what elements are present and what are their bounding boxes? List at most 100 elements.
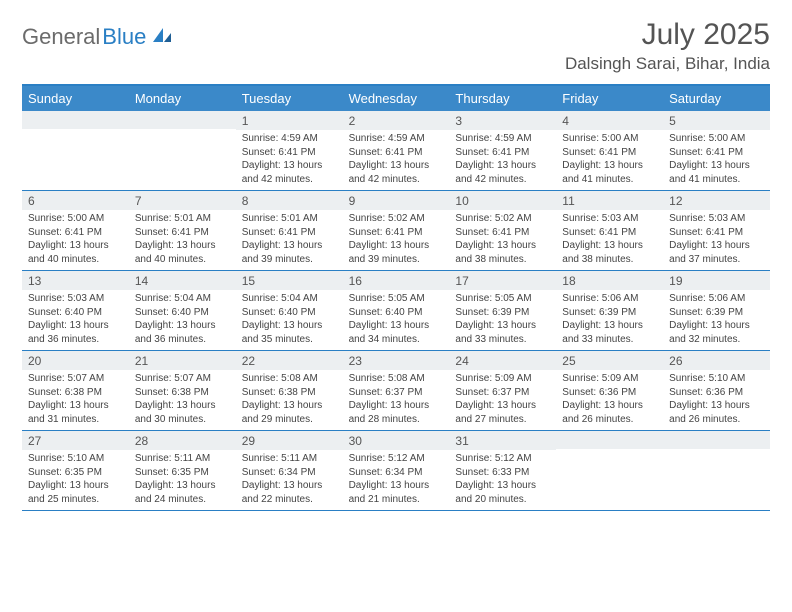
sunrise-text: Sunrise: 5:07 AM <box>28 372 123 386</box>
calendar-cell-empty <box>663 431 770 510</box>
cell-body: Sunrise: 5:04 AMSunset: 6:40 PMDaylight:… <box>129 290 236 350</box>
daylight-text: Daylight: 13 hours and 20 minutes. <box>455 479 550 506</box>
day-number: 18 <box>556 271 663 290</box>
cell-body: Sunrise: 5:12 AMSunset: 6:33 PMDaylight:… <box>449 450 556 510</box>
sunrise-text: Sunrise: 5:03 AM <box>562 212 657 226</box>
daylight-text: Daylight: 13 hours and 30 minutes. <box>135 399 230 426</box>
day-header-cell: Monday <box>129 86 236 111</box>
sunrise-text: Sunrise: 5:00 AM <box>562 132 657 146</box>
daylight-text: Daylight: 13 hours and 33 minutes. <box>455 319 550 346</box>
sunset-text: Sunset: 6:40 PM <box>349 306 444 320</box>
sunset-text: Sunset: 6:38 PM <box>135 386 230 400</box>
day-number: 27 <box>22 431 129 450</box>
calendar-cell: 25Sunrise: 5:09 AMSunset: 6:36 PMDayligh… <box>556 351 663 430</box>
sunset-text: Sunset: 6:36 PM <box>562 386 657 400</box>
sunrise-text: Sunrise: 5:08 AM <box>242 372 337 386</box>
day-number: 30 <box>343 431 450 450</box>
day-number: 4 <box>556 111 663 130</box>
daylight-text: Daylight: 13 hours and 26 minutes. <box>562 399 657 426</box>
cell-body: Sunrise: 4:59 AMSunset: 6:41 PMDaylight:… <box>449 130 556 190</box>
sunrise-text: Sunrise: 5:09 AM <box>562 372 657 386</box>
sunset-text: Sunset: 6:38 PM <box>28 386 123 400</box>
sunset-text: Sunset: 6:37 PM <box>349 386 444 400</box>
day-header-cell: Thursday <box>449 86 556 111</box>
day-header-cell: Sunday <box>22 86 129 111</box>
sunrise-text: Sunrise: 5:02 AM <box>455 212 550 226</box>
day-number: 9 <box>343 191 450 210</box>
daylight-text: Daylight: 13 hours and 25 minutes. <box>28 479 123 506</box>
sunset-text: Sunset: 6:34 PM <box>349 466 444 480</box>
calendar-cell-empty <box>22 111 129 190</box>
sunrise-text: Sunrise: 5:06 AM <box>669 292 764 306</box>
day-number: 28 <box>129 431 236 450</box>
sunrise-text: Sunrise: 5:12 AM <box>455 452 550 466</box>
sunrise-text: Sunrise: 4:59 AM <box>242 132 337 146</box>
day-number: 12 <box>663 191 770 210</box>
sunset-text: Sunset: 6:40 PM <box>242 306 337 320</box>
daylight-text: Daylight: 13 hours and 35 minutes. <box>242 319 337 346</box>
day-number <box>556 431 663 449</box>
day-number <box>129 111 236 129</box>
sunset-text: Sunset: 6:35 PM <box>28 466 123 480</box>
day-header-cell: Friday <box>556 86 663 111</box>
calendar-cell-empty <box>556 431 663 510</box>
logo: GeneralBlue <box>22 18 173 50</box>
day-number: 14 <box>129 271 236 290</box>
cell-body: Sunrise: 5:01 AMSunset: 6:41 PMDaylight:… <box>129 210 236 270</box>
sunrise-text: Sunrise: 5:10 AM <box>669 372 764 386</box>
calendar-cell: 1Sunrise: 4:59 AMSunset: 6:41 PMDaylight… <box>236 111 343 190</box>
sunset-text: Sunset: 6:41 PM <box>28 226 123 240</box>
daylight-text: Daylight: 13 hours and 36 minutes. <box>28 319 123 346</box>
calendar-cell: 17Sunrise: 5:05 AMSunset: 6:39 PMDayligh… <box>449 271 556 350</box>
sunrise-text: Sunrise: 5:10 AM <box>28 452 123 466</box>
cell-body: Sunrise: 5:08 AMSunset: 6:38 PMDaylight:… <box>236 370 343 430</box>
cell-body: Sunrise: 5:07 AMSunset: 6:38 PMDaylight:… <box>22 370 129 430</box>
day-number: 6 <box>22 191 129 210</box>
calendar-cell: 28Sunrise: 5:11 AMSunset: 6:35 PMDayligh… <box>129 431 236 510</box>
cell-body: Sunrise: 5:09 AMSunset: 6:37 PMDaylight:… <box>449 370 556 430</box>
month-title: July 2025 <box>565 18 770 52</box>
day-number: 24 <box>449 351 556 370</box>
cell-body: Sunrise: 5:07 AMSunset: 6:38 PMDaylight:… <box>129 370 236 430</box>
sunrise-text: Sunrise: 5:07 AM <box>135 372 230 386</box>
sunset-text: Sunset: 6:33 PM <box>455 466 550 480</box>
day-number <box>22 111 129 129</box>
calendar-cell: 23Sunrise: 5:08 AMSunset: 6:37 PMDayligh… <box>343 351 450 430</box>
daylight-text: Daylight: 13 hours and 32 minutes. <box>669 319 764 346</box>
sunset-text: Sunset: 6:36 PM <box>669 386 764 400</box>
logo-text-blue: Blue <box>102 24 146 50</box>
daylight-text: Daylight: 13 hours and 41 minutes. <box>562 159 657 186</box>
day-number: 21 <box>129 351 236 370</box>
cell-body: Sunrise: 5:06 AMSunset: 6:39 PMDaylight:… <box>663 290 770 350</box>
sunset-text: Sunset: 6:41 PM <box>242 146 337 160</box>
daylight-text: Daylight: 13 hours and 36 minutes. <box>135 319 230 346</box>
calendar-cell: 21Sunrise: 5:07 AMSunset: 6:38 PMDayligh… <box>129 351 236 430</box>
day-number: 3 <box>449 111 556 130</box>
calendar-cell: 29Sunrise: 5:11 AMSunset: 6:34 PMDayligh… <box>236 431 343 510</box>
logo-sail-icon <box>151 26 173 49</box>
sunrise-text: Sunrise: 5:02 AM <box>349 212 444 226</box>
sunrise-text: Sunrise: 5:03 AM <box>28 292 123 306</box>
sunrise-text: Sunrise: 5:08 AM <box>349 372 444 386</box>
daylight-text: Daylight: 13 hours and 29 minutes. <box>242 399 337 426</box>
calendar-week: 1Sunrise: 4:59 AMSunset: 6:41 PMDaylight… <box>22 111 770 191</box>
day-number: 13 <box>22 271 129 290</box>
sunrise-text: Sunrise: 5:04 AM <box>242 292 337 306</box>
sunrise-text: Sunrise: 5:05 AM <box>349 292 444 306</box>
sunrise-text: Sunrise: 5:00 AM <box>28 212 123 226</box>
calendar-cell: 4Sunrise: 5:00 AMSunset: 6:41 PMDaylight… <box>556 111 663 190</box>
daylight-text: Daylight: 13 hours and 40 minutes. <box>135 239 230 266</box>
cell-body: Sunrise: 5:09 AMSunset: 6:36 PMDaylight:… <box>556 370 663 430</box>
title-block: July 2025 Dalsingh Sarai, Bihar, India <box>565 18 770 74</box>
logo-text-general: General <box>22 24 100 50</box>
calendar-cell: 19Sunrise: 5:06 AMSunset: 6:39 PMDayligh… <box>663 271 770 350</box>
day-header-cell: Saturday <box>663 86 770 111</box>
cell-body <box>129 129 236 181</box>
day-number: 16 <box>343 271 450 290</box>
cell-body <box>556 449 663 501</box>
calendar-cell: 13Sunrise: 5:03 AMSunset: 6:40 PMDayligh… <box>22 271 129 350</box>
cell-body: Sunrise: 5:04 AMSunset: 6:40 PMDaylight:… <box>236 290 343 350</box>
day-header-cell: Wednesday <box>343 86 450 111</box>
sunrise-text: Sunrise: 5:12 AM <box>349 452 444 466</box>
day-number: 29 <box>236 431 343 450</box>
